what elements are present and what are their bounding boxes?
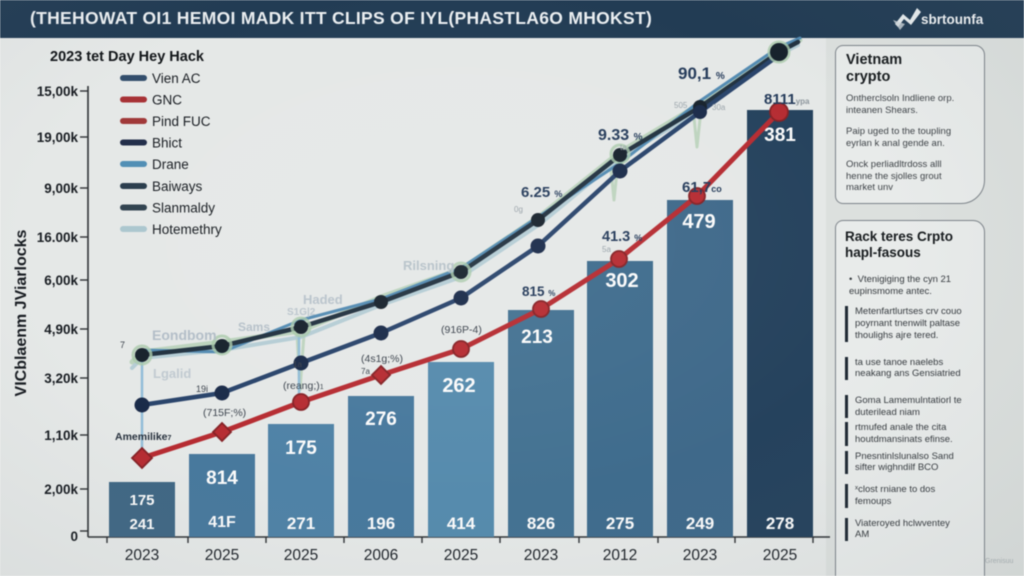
svg-text:2006: 2006 [364, 547, 398, 564]
svg-text:1,10k: 1,10k [44, 428, 78, 443]
svg-text:381: 381 [764, 125, 796, 146]
svg-text:ta: ta [620, 143, 627, 152]
svg-text:2025: 2025 [763, 547, 797, 564]
svg-text:VICblaenm JViarlocks: VICblaenm JViarlocks [13, 229, 30, 396]
svg-text:Bhict: Bhict [152, 136, 182, 151]
svg-text:S1G|2: S1G|2 [287, 307, 316, 318]
svg-text:4,90k: 4,90k [44, 322, 78, 337]
svg-text:Eondbom: Eondbom [152, 327, 217, 343]
svg-text:175: 175 [285, 438, 317, 459]
svg-text:GNC: GNC [152, 93, 182, 108]
svg-text:2012: 2012 [603, 547, 637, 564]
svg-text:196: 196 [367, 514, 395, 533]
svg-text:302: 302 [605, 270, 638, 292]
svg-text:sbrtounfa: sbrtounfa [921, 12, 984, 27]
svg-text:275: 275 [606, 514, 634, 533]
svg-text:241: 241 [129, 516, 154, 533]
svg-text:2025: 2025 [284, 547, 318, 564]
svg-text:19i: 19i [196, 384, 208, 394]
svg-text:2023 tet Day Hey Hack: 2023 tet Day Hey Hack [50, 49, 205, 65]
svg-text:Baiways: Baiways [152, 179, 203, 194]
svg-text:2,00k: 2,00k [44, 482, 78, 497]
svg-text:Rilsning: Rilsning [403, 258, 454, 273]
svg-text:276: 276 [365, 409, 397, 430]
svg-text:(reang;)1: (reang;)1 [283, 380, 324, 392]
svg-text:0: 0 [70, 529, 78, 544]
svg-text:(715F;%): (715F;%) [203, 407, 246, 419]
svg-text:41.3 %: 41.3 % [602, 229, 642, 245]
svg-text:Hotemethry: Hotemethry [152, 222, 222, 237]
svg-text:0g: 0g [514, 205, 523, 214]
svg-text:814: 814 [206, 468, 238, 489]
svg-text:213: 213 [521, 327, 553, 348]
svg-text:2023: 2023 [125, 547, 159, 564]
svg-text:7: 7 [120, 340, 125, 350]
svg-text:Slanmaldy: Slanmaldy [152, 201, 215, 216]
svg-text:3,20k: 3,20k [44, 371, 78, 386]
svg-text:175: 175 [129, 492, 154, 509]
svg-text:826: 826 [527, 514, 555, 533]
svg-text:6,00k: 6,00k [44, 273, 78, 288]
svg-text:278: 278 [766, 514, 794, 533]
svg-text:(4s1g;%): (4s1g;%) [361, 353, 403, 365]
svg-text:249: 249 [686, 514, 714, 533]
svg-text:Grenisuu: Grenisuu [985, 558, 1014, 565]
svg-text:(916P-4): (916P-4) [441, 324, 482, 336]
svg-text:(THEHOWAT OI1 HEMOI MADK ITT C: (THEHOWAT OI1 HEMOI MADK ITT CLIPS OF IY… [30, 8, 652, 28]
svg-text:16.00k: 16.00k [37, 230, 79, 245]
svg-text:2023: 2023 [524, 547, 558, 564]
svg-text:7a: 7a [361, 367, 370, 376]
svg-text:Pind FUC: Pind FUC [152, 114, 211, 129]
svg-text:815 %: 815 % [522, 284, 555, 299]
svg-text:61,7co: 61,7co [682, 179, 722, 196]
svg-text:479: 479 [682, 211, 715, 233]
svg-text:Vien AC: Vien AC [152, 71, 201, 86]
svg-text:271: 271 [287, 514, 315, 533]
svg-text:5a: 5a [602, 245, 611, 254]
svg-text:Amemilike7: Amemilike7 [115, 431, 172, 443]
svg-text:1a: 1a [293, 360, 302, 369]
svg-text:Drane: Drane [152, 157, 189, 172]
svg-text:9,00k: 9,00k [44, 181, 78, 196]
svg-text:Sams: Sams [238, 320, 270, 334]
svg-text:90,1 %: 90,1 % [678, 64, 725, 83]
svg-text:6.25 %: 6.25 % [521, 184, 562, 201]
svg-text:19,00k: 19,00k [37, 130, 79, 145]
svg-text:41F: 41F [208, 514, 236, 531]
svg-text:Lgalid: Lgalid [153, 366, 191, 381]
svg-text:2023: 2023 [683, 547, 717, 564]
svg-text:414: 414 [447, 514, 476, 533]
svg-text:30a: 30a [712, 103, 726, 112]
svg-text:262: 262 [442, 375, 475, 397]
svg-text:15,00k: 15,00k [37, 84, 79, 99]
svg-text:Haded: Haded [303, 292, 343, 307]
svg-text:2025: 2025 [444, 547, 478, 564]
svg-text:2025: 2025 [205, 547, 239, 564]
svg-text:9.33 %: 9.33 % [598, 127, 643, 144]
svg-text:505: 505 [674, 101, 688, 110]
